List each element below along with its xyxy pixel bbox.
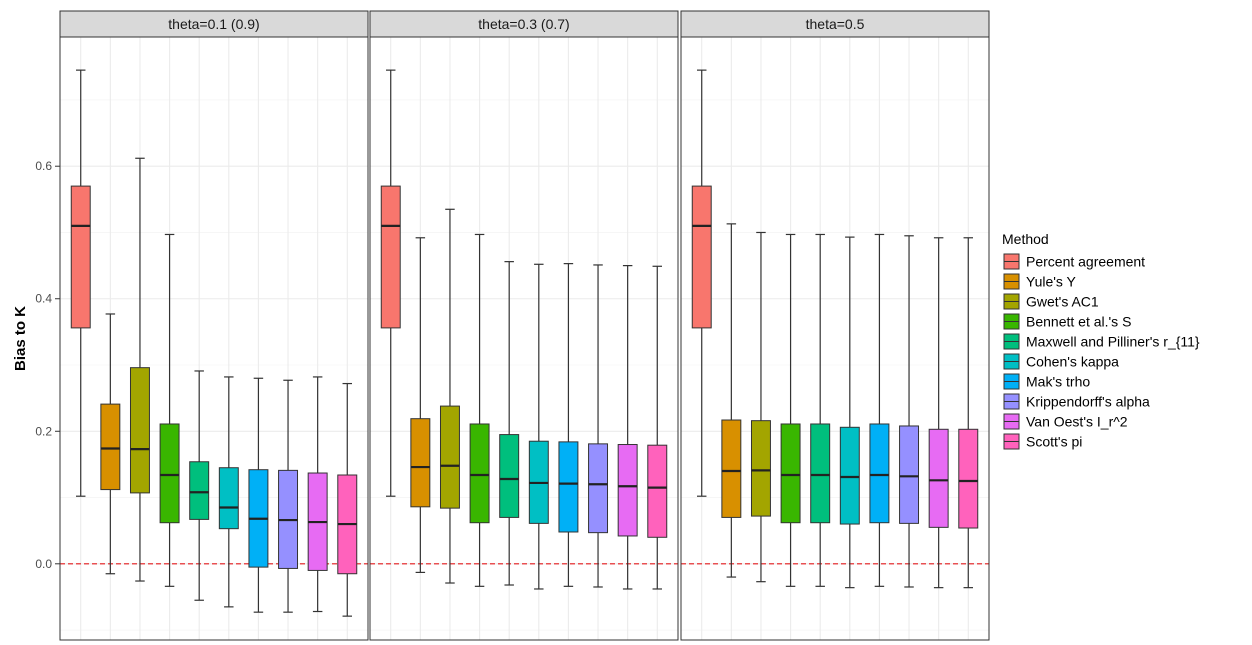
box-3 (750, 231, 771, 583)
box-9 (307, 376, 328, 613)
box-1 (70, 69, 91, 497)
box-body (159, 423, 180, 524)
box-6 (218, 376, 239, 608)
box-5 (499, 261, 520, 586)
box-body (189, 461, 210, 520)
legend-label: Krippendorff's alpha (1026, 394, 1150, 410)
box-body (647, 444, 668, 538)
box-2 (100, 313, 121, 575)
box-1 (380, 69, 401, 497)
y-axis-label: Bias to K (12, 306, 29, 371)
box-body (899, 425, 920, 524)
legend-title: Method (1002, 231, 1049, 247)
box-body (780, 423, 801, 524)
box-body (70, 185, 91, 329)
box-7 (248, 377, 269, 613)
box-3 (439, 208, 460, 584)
strip-title: theta=0.1 (0.9) (168, 16, 259, 32)
box-4 (780, 233, 801, 587)
box-body (218, 467, 239, 530)
box-8 (588, 264, 609, 588)
box-3 (129, 157, 150, 582)
box-2 (410, 237, 431, 574)
box-body (469, 423, 490, 524)
legend-item: Van Oest's I_r^2 (1003, 413, 1128, 430)
box-body (439, 405, 460, 509)
y-tick-label: 0.2 (35, 424, 52, 438)
box-body (129, 367, 150, 494)
box-body (750, 420, 771, 517)
box-10 (958, 237, 979, 589)
y-axis: 0.0 0.2 0.4 0.6 (35, 159, 60, 571)
box-5 (810, 233, 831, 587)
box-body (499, 434, 520, 518)
box-body (958, 428, 979, 529)
legend-label: Bennett et al.'s S (1026, 314, 1131, 330)
legend-items: Percent agreement Yule's Y Gwet's AC1 Benne… (1003, 253, 1200, 450)
box-8 (899, 235, 920, 588)
box-body (558, 441, 579, 533)
panel-2: theta=0.3 (0.7) (369, 10, 679, 641)
box-7 (558, 263, 579, 587)
box-body (721, 419, 742, 518)
y-tick-label: 0.4 (35, 292, 52, 306)
box-body (380, 185, 401, 329)
strip-background (680, 10, 990, 38)
box-body (100, 403, 121, 491)
box-7 (869, 233, 890, 587)
panel-background (681, 37, 989, 640)
box-body (810, 423, 831, 524)
legend-label: Scott's pi (1026, 434, 1082, 450)
legend-item: Gwet's AC1 (1003, 293, 1099, 310)
legend-label: Cohen's kappa (1026, 354, 1119, 370)
legend-label: Van Oest's I_r^2 (1026, 414, 1128, 430)
facet-panels: theta=0.1 (0.9) theta=0.3 (0.7) theta=0.5 (59, 10, 990, 641)
box-9 (617, 265, 638, 590)
legend-item: Scott's pi (1003, 433, 1082, 450)
panel-background (370, 37, 678, 640)
legend: Method Percent agreement Yule's Y Gwet's A… (1002, 231, 1200, 450)
legend-label: Maxwell and Pilliner's r_{11} (1026, 334, 1200, 350)
box-6 (528, 263, 549, 590)
box-body (617, 444, 638, 537)
legend-item: Bennett et al.'s S (1003, 313, 1131, 330)
legend-label: Percent agreement (1026, 254, 1145, 270)
strip-title: theta=0.3 (0.7) (478, 16, 569, 32)
box-9 (928, 237, 949, 589)
box-10 (647, 265, 668, 590)
box-body (839, 426, 860, 525)
legend-label: Yule's Y (1026, 274, 1077, 290)
legend-item: Percent agreement (1003, 253, 1145, 270)
legend-item: Maxwell and Pilliner's r_{11} (1003, 333, 1200, 350)
legend-item: Cohen's kappa (1003, 353, 1119, 370)
legend-item: Mak's trho (1003, 373, 1090, 390)
box-body (691, 185, 712, 329)
box-6 (839, 236, 860, 589)
panel-3: theta=0.5 (680, 10, 990, 641)
box-body (410, 418, 431, 508)
box-1 (691, 69, 712, 497)
box-4 (159, 233, 180, 587)
box-body (928, 428, 949, 528)
box-2 (721, 223, 742, 578)
y-tick-label: 0.6 (35, 159, 52, 173)
legend-item: Krippendorff's alpha (1003, 393, 1150, 410)
box-10 (337, 382, 358, 617)
box-8 (278, 379, 299, 613)
box-5 (189, 370, 210, 601)
box-4 (469, 233, 490, 587)
strip-title: theta=0.5 (806, 16, 865, 32)
legend-label: Gwet's AC1 (1026, 294, 1099, 310)
panel-1: theta=0.1 (0.9) (59, 10, 369, 641)
y-tick-label: 0.0 (35, 557, 52, 571)
strip-background (369, 10, 679, 38)
box-body (869, 423, 890, 524)
box-body (588, 443, 609, 534)
strip-background (59, 10, 369, 38)
legend-label: Mak's trho (1026, 374, 1090, 390)
legend-item: Yule's Y (1003, 273, 1077, 290)
